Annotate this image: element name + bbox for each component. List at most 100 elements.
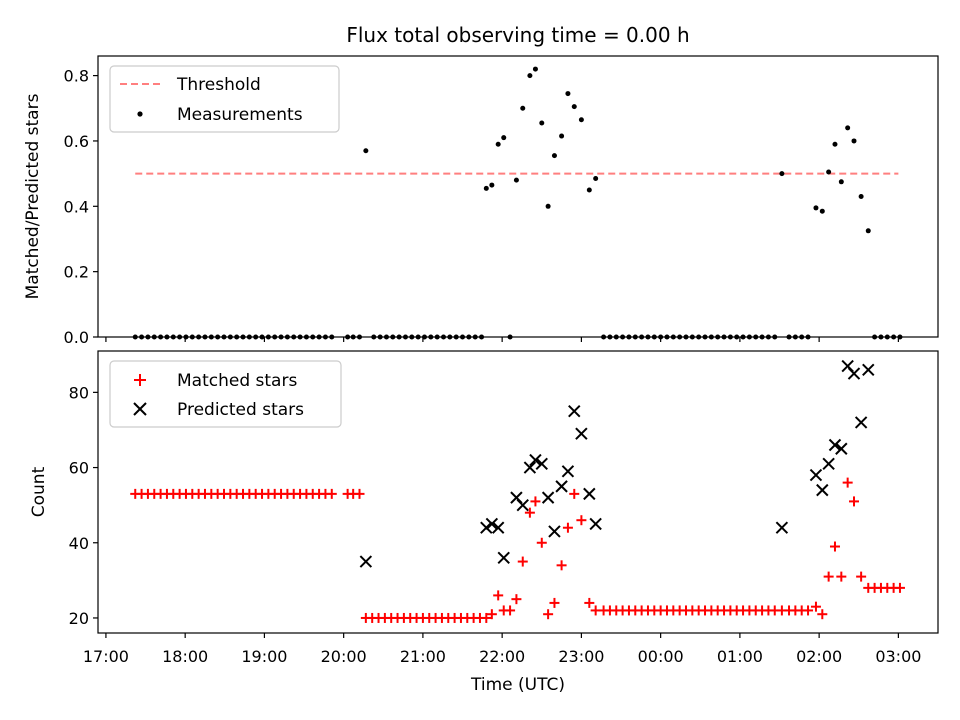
measurement-point bbox=[489, 182, 495, 188]
predicted-star-point bbox=[816, 483, 829, 497]
measurement-point bbox=[593, 176, 599, 182]
predicted-star-point bbox=[847, 367, 861, 380]
matched-star-points bbox=[130, 477, 905, 623]
measurement-point bbox=[551, 153, 557, 159]
measurement-point bbox=[483, 185, 489, 191]
measurement-point bbox=[539, 120, 545, 126]
matched-star-point bbox=[505, 605, 516, 616]
y-tick-label: 0.6 bbox=[64, 132, 89, 151]
top-panel: Flux total observing time = 0.00 h 0.0 0.… bbox=[23, 23, 939, 347]
matched-star-point bbox=[562, 522, 573, 533]
matched-star-point bbox=[894, 582, 905, 593]
predicted-star-point bbox=[575, 427, 588, 440]
top-legend-box bbox=[109, 65, 340, 133]
measurement-point bbox=[501, 135, 507, 141]
matched-star-point bbox=[556, 560, 567, 571]
matched-star-point bbox=[810, 601, 821, 612]
measurement-point bbox=[851, 138, 857, 144]
legend-measurements-label: Measurements bbox=[177, 105, 303, 125]
matched-star-point bbox=[326, 488, 337, 499]
predicted-star-point bbox=[555, 480, 568, 493]
y-tick-label: 20 bbox=[69, 609, 89, 628]
predicted-star-point bbox=[485, 517, 499, 531]
measurement-point bbox=[363, 148, 369, 154]
top-y-axis-label: Matched/Predicted stars bbox=[23, 93, 43, 299]
x-tick-label: 03:00 bbox=[875, 647, 921, 666]
matched-star-point bbox=[543, 609, 554, 620]
matched-star-point bbox=[856, 571, 867, 582]
bottom-panel: 17:00 18:00 19:00 20:00 21:00 22:00 23:00 00:00… bbox=[29, 350, 939, 695]
y-tick-label: 80 bbox=[69, 383, 89, 402]
predicted-star-point bbox=[359, 555, 373, 568]
measurement-point bbox=[832, 141, 838, 147]
bottom-y-axis-label: Count bbox=[29, 466, 49, 517]
matched-star-point bbox=[517, 556, 528, 567]
x-axis-label: Time (UTC) bbox=[470, 675, 565, 695]
measurement-point bbox=[559, 133, 565, 139]
measurement-point bbox=[819, 208, 825, 214]
legend-predicted-swatch bbox=[133, 402, 147, 416]
predicted-star-points bbox=[359, 359, 875, 568]
predicted-star-point bbox=[828, 438, 842, 452]
predicted-star-point bbox=[516, 498, 529, 512]
matched-star-point bbox=[524, 507, 535, 518]
matched-star-point bbox=[569, 488, 580, 499]
y-tick-label: 40 bbox=[69, 534, 89, 553]
top-plot-frame bbox=[97, 55, 939, 338]
measurement-point bbox=[571, 104, 577, 110]
predicted-star-point bbox=[862, 363, 875, 377]
predicted-star-point bbox=[497, 551, 510, 565]
measurement-point bbox=[858, 194, 864, 199]
measurement-point bbox=[495, 141, 501, 147]
matched-star-point bbox=[836, 571, 847, 582]
matched-star-point bbox=[849, 496, 859, 507]
measurement-point bbox=[838, 179, 844, 185]
chart-title: Flux total observing time = 0.00 h bbox=[346, 23, 689, 47]
legend-predicted-label: Predicted stars bbox=[177, 400, 304, 420]
measurement-point bbox=[527, 73, 533, 79]
predicted-star-point bbox=[583, 487, 596, 501]
x-tick-label: 18:00 bbox=[162, 647, 208, 666]
legend-measurements-swatch bbox=[137, 111, 143, 117]
measurement-point bbox=[845, 125, 851, 131]
matched-star-point bbox=[493, 590, 504, 601]
predicted-star-point bbox=[523, 461, 537, 474]
measurement-point bbox=[826, 169, 832, 175]
y-tick-label: 0.2 bbox=[64, 263, 89, 282]
predicted-star-point bbox=[835, 442, 848, 455]
bottom-legend: Matched stars Predicted stars bbox=[109, 360, 342, 428]
measurement-point bbox=[813, 205, 819, 211]
matched-star-point bbox=[803, 605, 814, 616]
measurement-point bbox=[578, 117, 584, 123]
y-tick-label: 0.0 bbox=[64, 328, 89, 347]
matched-star-point bbox=[829, 541, 840, 552]
predicted-star-point bbox=[568, 404, 581, 418]
measurement-points bbox=[132, 66, 903, 340]
x-tick-label: 17:00 bbox=[83, 647, 129, 666]
top-y-ticks: 0.0 0.2 0.4 0.6 0.8 bbox=[64, 67, 98, 347]
x-tick-label: 02:00 bbox=[796, 647, 842, 666]
measurement-point bbox=[586, 187, 592, 193]
matched-star-point bbox=[511, 594, 522, 605]
measurement-point bbox=[532, 66, 538, 72]
predicted-star-point bbox=[809, 468, 823, 482]
matched-star-point bbox=[530, 496, 541, 507]
predicted-star-point bbox=[529, 453, 542, 467]
matched-star-point bbox=[817, 609, 828, 620]
x-tick-label: 21:00 bbox=[400, 647, 446, 666]
measurement-point bbox=[565, 91, 571, 97]
x-tick-label: 20:00 bbox=[321, 647, 367, 666]
y-tick-label: 0.8 bbox=[64, 67, 89, 86]
predicted-star-point bbox=[775, 521, 789, 534]
matched-star-point bbox=[536, 537, 547, 548]
top-legend: Threshold Measurements bbox=[109, 65, 340, 133]
legend-matched-label: Matched stars bbox=[177, 371, 297, 391]
legend-threshold-label: Threshold bbox=[176, 75, 261, 95]
x-tick-label: 01:00 bbox=[717, 647, 763, 666]
predicted-star-point bbox=[535, 457, 548, 471]
measurement-point bbox=[865, 228, 871, 234]
predicted-star-point bbox=[491, 521, 505, 534]
legend-matched-swatch bbox=[134, 374, 146, 386]
matched-star-point bbox=[842, 477, 853, 488]
